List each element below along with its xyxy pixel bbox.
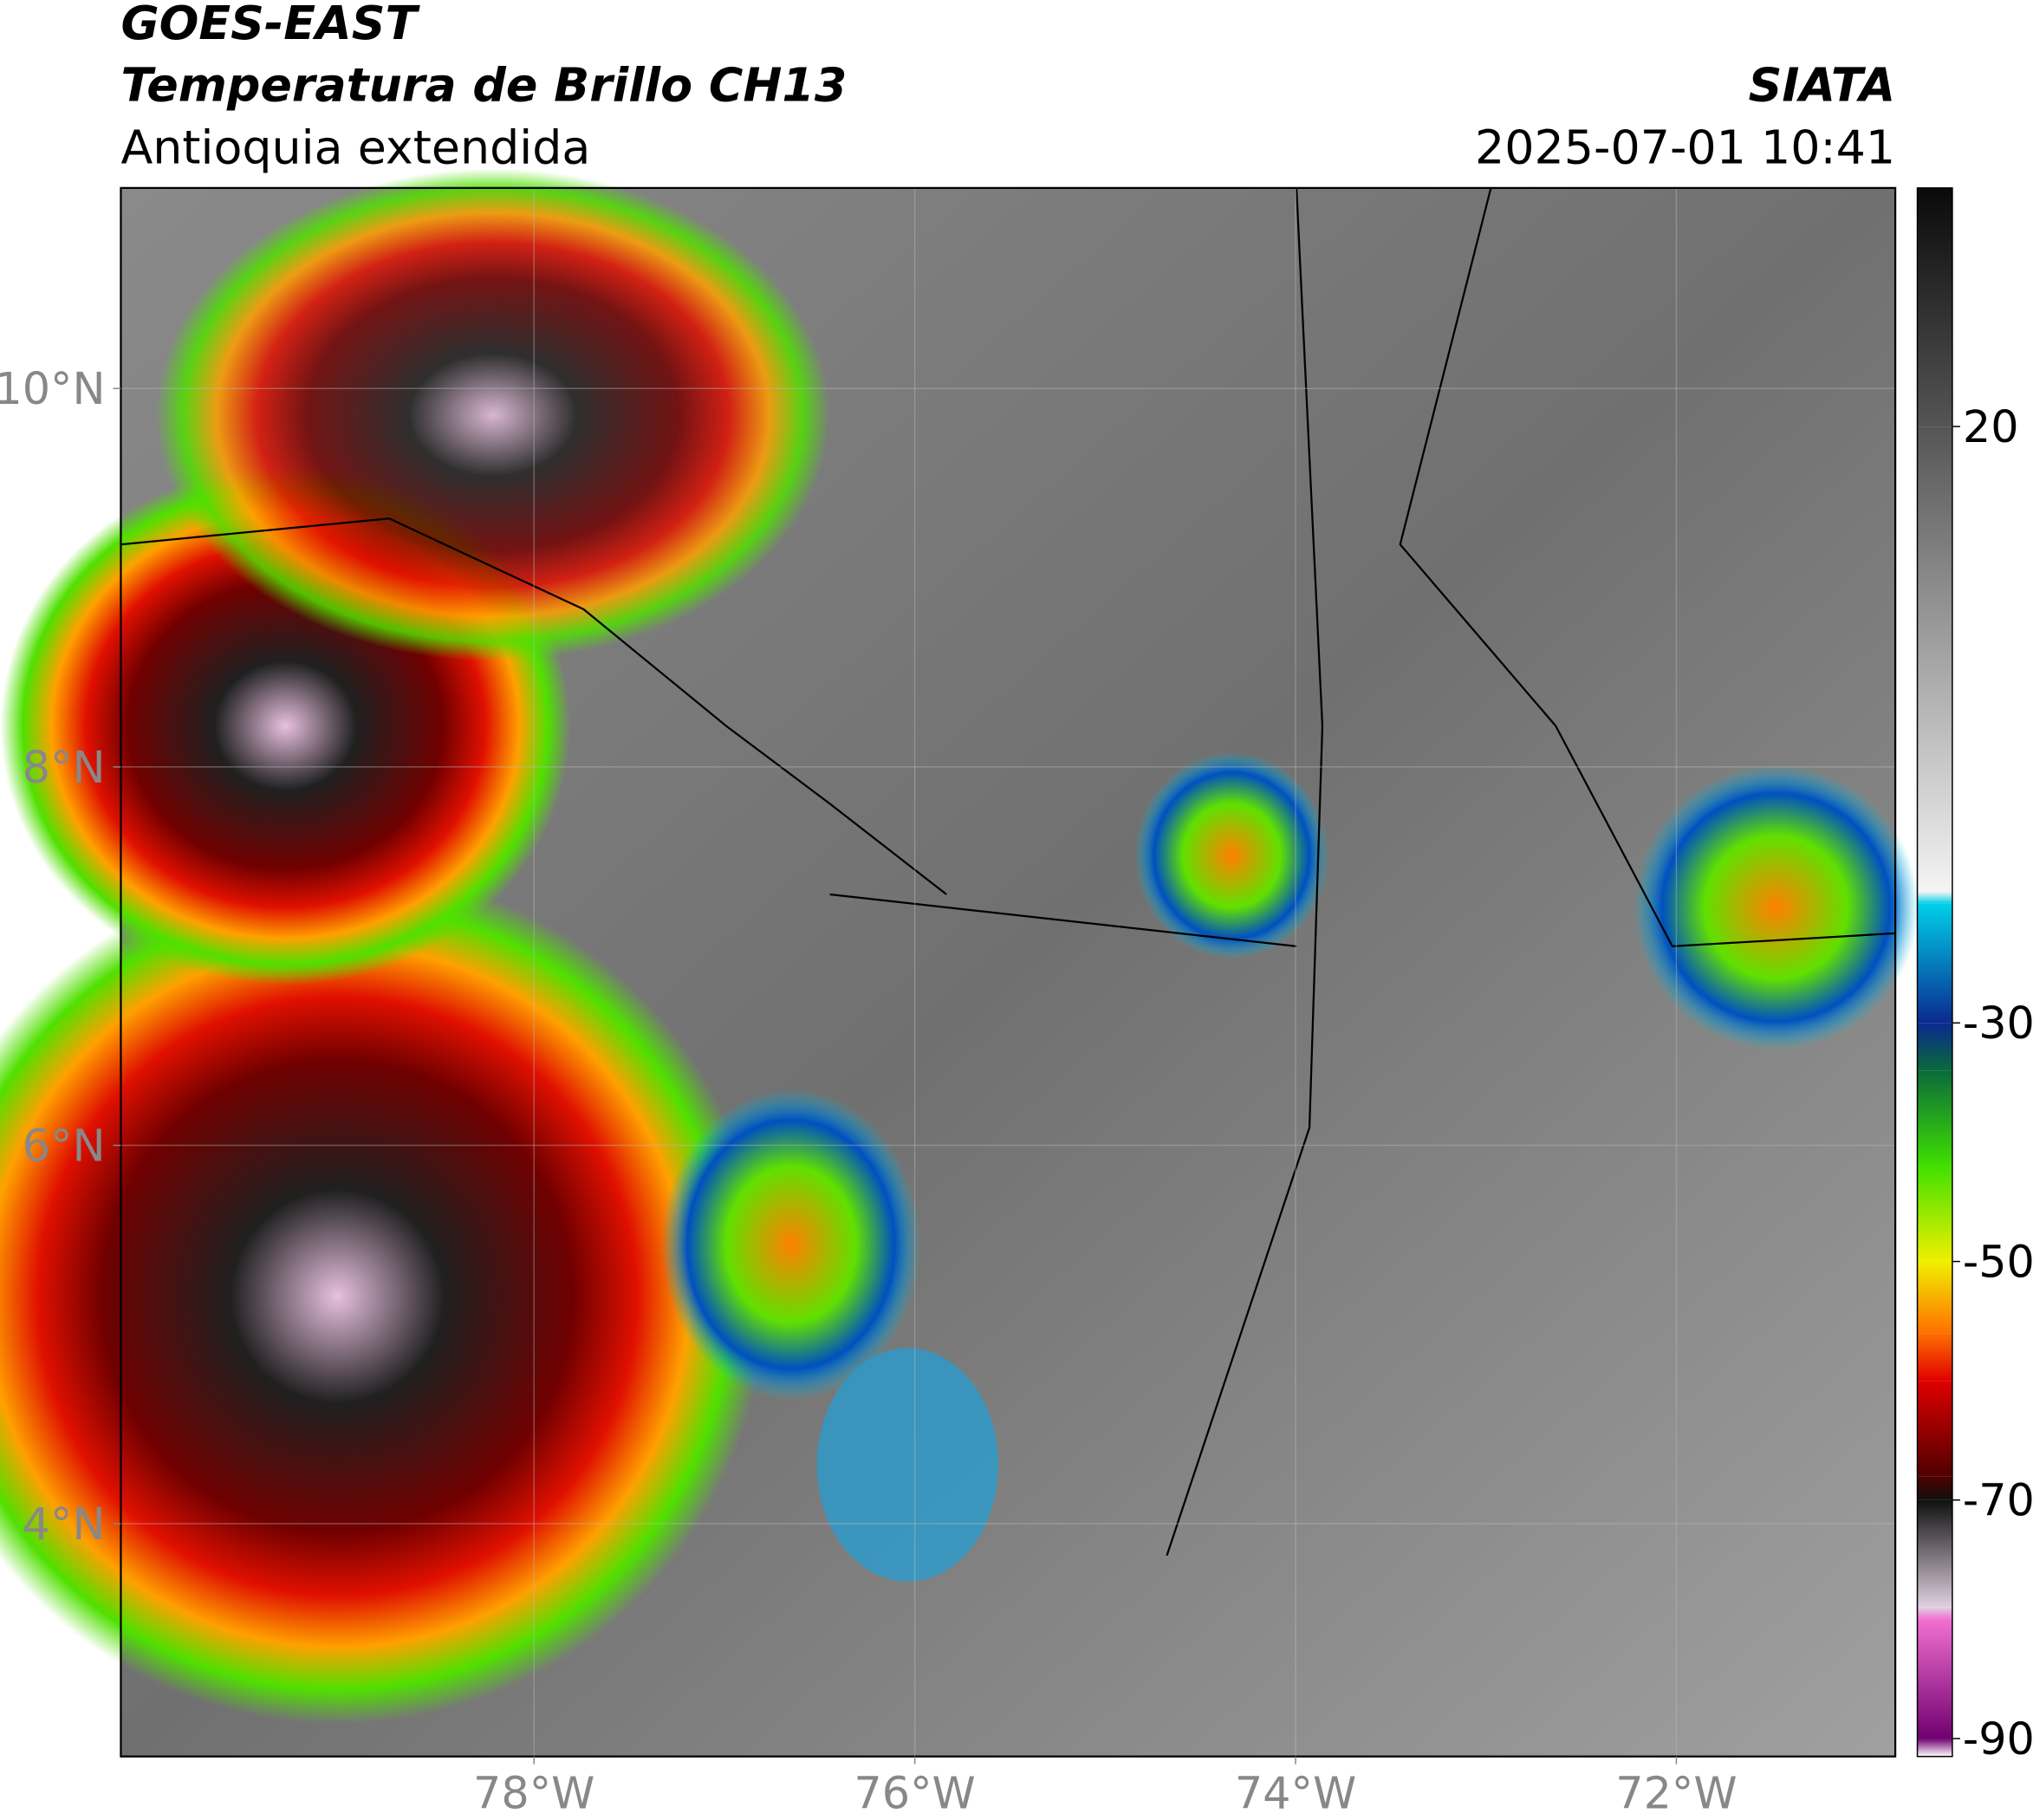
map-frame — [120, 186, 1897, 1758]
colorbar-segment — [1917, 1619, 1952, 1739]
colorbar-segment — [1917, 1261, 1952, 1334]
datetime: 2025-07-01 10:41 — [1475, 120, 1895, 174]
x-tick-label: 72°W — [1615, 1768, 1737, 1819]
colorbar-segment — [1917, 1739, 1952, 1757]
region: Antioquia extendida — [120, 120, 590, 174]
colorbar-segment — [1917, 1381, 1952, 1477]
colorbar-label: -70 — [1963, 1475, 2033, 1526]
colorbar-label: -90 — [1963, 1713, 2033, 1765]
subtitle: Temperatura de Brillo CH13 — [120, 58, 847, 113]
source: SIATA — [1749, 58, 1896, 113]
y-tick-label: 8°N — [23, 742, 106, 793]
x-tick-label: 78°W — [473, 1768, 594, 1819]
title: GOES-EAST — [120, 0, 420, 50]
colorbar-segment — [1917, 903, 1952, 1024]
colorbar-segment — [1917, 891, 1952, 904]
x-tick-label: 76°W — [854, 1768, 975, 1819]
x-tick-label: 74°W — [1235, 1768, 1356, 1819]
colorbar-label: -30 — [1963, 998, 2033, 1049]
colorbar-segment — [1917, 1476, 1952, 1500]
colorbar-segment — [1917, 1070, 1952, 1167]
colorbar-segment — [1917, 1607, 1952, 1620]
colorbar-segment — [1917, 1166, 1952, 1262]
y-tick-label: 10°N — [0, 363, 106, 414]
y-tick-label: 6°N — [23, 1121, 106, 1172]
colorbar-segment — [1917, 1333, 1952, 1381]
y-tick-label: 4°N — [23, 1498, 106, 1550]
colorbar-frame — [1916, 187, 1953, 1758]
map-image — [0, 168, 1919, 1757]
colorbar-label: 20 — [1963, 401, 2019, 452]
colorbar-segment — [1917, 1023, 1952, 1071]
colorbar-segment — [1917, 1499, 1952, 1608]
colorbar-segment — [1917, 426, 1952, 892]
colorbar-label: -50 — [1963, 1236, 2033, 1287]
colorbar-segment — [1917, 187, 1952, 427]
